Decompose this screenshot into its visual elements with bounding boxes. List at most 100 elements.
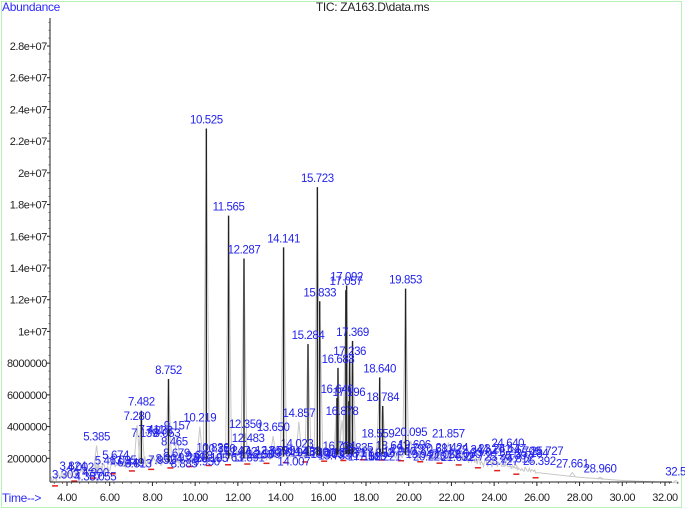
crowded-peak-label: 7.411 (139, 425, 165, 437)
crowded-peak-label: 7.139 (131, 428, 158, 440)
crowded-peak-label: 14.007 (277, 457, 310, 469)
peak-label: 16.878 (326, 406, 359, 418)
x-tick-label: 24.00 (481, 492, 507, 504)
peak-label: 17.092 (330, 271, 363, 283)
peak-label: 25.007 (499, 451, 532, 463)
crowded-peak-label: 8.465 (161, 436, 188, 448)
peak-label: 15.284 (292, 330, 326, 342)
x-tick-label: 26.00 (524, 492, 550, 504)
crowded-peak-label: 5.413 (95, 456, 122, 468)
crowded-peak-label: 18.900 (383, 447, 416, 459)
peak-label: 11.565 (213, 202, 245, 214)
crowded-peak-label: 15.433 (310, 449, 343, 461)
peak-label: 5.385 (83, 432, 110, 444)
peak-label: 21.857 (432, 428, 465, 440)
peak-label: 17.057 (329, 276, 362, 288)
y-tick-label: 1e+07 (18, 326, 47, 338)
crowded-peak-label: 18.221 (368, 451, 401, 463)
x-tick-label: 14.00 (268, 492, 294, 504)
crowded-peak-label: 23.041 (471, 447, 504, 459)
crowded-peak-label: 21.632 (441, 452, 474, 464)
crowded-peak-label: 18.641 (376, 441, 409, 453)
peak-label: 10.525 (190, 114, 223, 126)
peak-label: 18.640 (363, 363, 396, 375)
peak-label: 9.157 (164, 421, 191, 433)
crowded-peak-label: 4.387 (74, 471, 101, 483)
peak-label: 7.482 (128, 397, 155, 409)
crowded-peak-label: 21.058 (428, 450, 461, 462)
peak-label: 18.559 (362, 428, 395, 440)
x-tick-label: 22.00 (439, 492, 465, 504)
crowded-peak-label: 20.681 (420, 443, 453, 455)
peak-label: 10.826 (196, 443, 229, 455)
crowded-peak-label: 23.727 (486, 456, 519, 468)
x-tick-label: 12.00 (225, 492, 251, 504)
crowded-peak-label: 13.299 (262, 445, 295, 457)
peak-label: 7.280 (124, 411, 151, 423)
crowded-peak-label: 17.518 (353, 451, 386, 463)
crowded-peak-label: 22.344 (456, 444, 490, 456)
peak-label: 19.853 (389, 275, 422, 287)
peak-label: 12.287 (228, 244, 261, 256)
crowded-peak-label: 5.674 (102, 450, 130, 462)
x-tick-label: 20.00 (396, 492, 422, 504)
y-axis-title: Abundance (2, 0, 61, 14)
peak-label: 32.5 (665, 466, 685, 478)
y-tick-label: 1.4e+07 (10, 263, 48, 275)
crowded-peak-label: 9.950 (193, 456, 220, 468)
x-axis-title: Time--> (2, 491, 42, 505)
crowded-peak-label: 24.147 (493, 443, 526, 455)
peak-label: 24.640 (491, 438, 524, 450)
crowded-peak-label: 19.606 (398, 440, 431, 452)
crowded-peak-label: 4.002 (67, 462, 94, 474)
crowded-peak-label: 8.885 (171, 459, 198, 471)
crowded-peak-label: 24.706 (508, 446, 541, 458)
peak-label: 14.141 (267, 233, 300, 245)
peak-label: 27.661 (556, 459, 589, 471)
crowded-peak-label: 20.225 (413, 452, 446, 464)
x-tick-label: 10.00 (182, 492, 208, 504)
crowded-peak-label: 25.392 (523, 456, 556, 468)
crowded-peak-label: 5.055 (89, 471, 116, 483)
crowded-peak-label: 25.727 (530, 446, 563, 458)
chart-title: TIC: ZA163.D\data.ms (315, 0, 430, 14)
y-tick-label: 1.6e+07 (10, 231, 48, 243)
crowded-peak-label: 11.891 (233, 452, 265, 464)
crowded-peak-label: 6.095 (110, 455, 137, 467)
peak-label: 18.784 (366, 392, 400, 404)
crowded-peak-label: 10.763 (210, 453, 243, 465)
y-tick-label: 1.8e+07 (10, 200, 48, 212)
peak-label: 17.236 (333, 346, 366, 358)
y-tick-label: 2.6e+07 (10, 73, 48, 85)
crowded-peak-label: 12.950 (255, 446, 288, 458)
crowded-peak-label: 11.442 (225, 446, 257, 458)
crowded-peak-label: 10.185 (195, 453, 228, 465)
crowded-peak-label: 10.350 (203, 444, 236, 456)
crowded-peak-label: 17.182 (348, 451, 381, 463)
peak-label: 14.857 (282, 408, 315, 420)
crowded-peak-label: 12.509 (247, 449, 280, 461)
peak-label: 15.723 (301, 173, 334, 185)
peak-label: 13.650 (257, 422, 290, 434)
y-tick-label: 2000000 (7, 453, 47, 465)
crowded-peak-label: 12.263 (240, 449, 273, 461)
crowded-peak-label: 11.247 (218, 445, 250, 457)
y-tick-label: 6000000 (7, 390, 47, 402)
crowded-peak-label: 7.833 (146, 426, 173, 438)
y-tick-label: 2.4e+07 (10, 104, 48, 116)
x-tick-label: 18.00 (353, 492, 379, 504)
crowded-peak-label: 22.000 (448, 449, 481, 461)
crowded-peak-label: 8.053 (153, 428, 180, 440)
peak-label: 16.688 (322, 354, 355, 366)
crowded-peak-label: 23.251 (478, 443, 511, 455)
peak-label: 17.196 (332, 387, 365, 399)
crowded-peak-label: 14.023 (281, 438, 314, 450)
crowded-peak-label: 24.312 (501, 453, 534, 465)
peak-label: 16.734 (323, 441, 357, 453)
crowded-peak-label: 14.438 (288, 446, 321, 458)
y-tick-label: 2e+07 (18, 168, 47, 180)
peak-label: 8.752 (155, 365, 182, 377)
